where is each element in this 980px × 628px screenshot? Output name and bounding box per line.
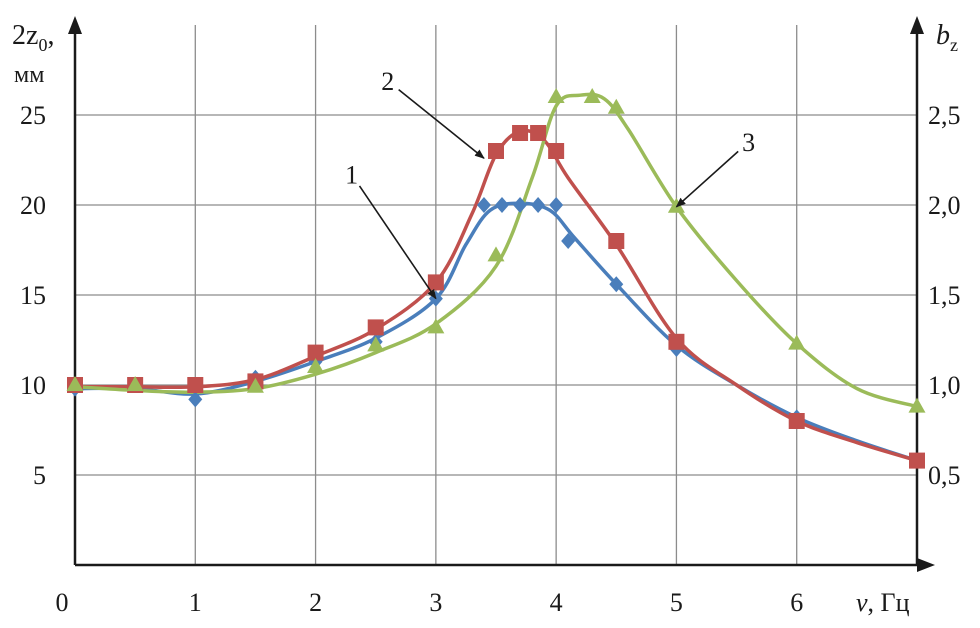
series-3-point — [788, 334, 806, 350]
series-1-point — [513, 197, 528, 213]
x-label-symbol: ν — [856, 588, 868, 617]
series-3-point — [427, 318, 445, 334]
y-left-label-main: 2z — [12, 20, 38, 51]
y-axis-right-arrow — [910, 16, 924, 34]
y-left-tick-label: 20 — [20, 191, 46, 220]
x-tick-label: 5 — [670, 588, 683, 617]
y-right-tick-label: 1,5 — [928, 281, 961, 310]
series-markers — [66, 88, 926, 469]
series-1-point — [188, 391, 203, 408]
y-right-label-sub: z — [950, 35, 958, 55]
y-left-tick-label: 10 — [20, 371, 46, 400]
y-axis-left-arrow — [68, 16, 82, 34]
grid — [75, 25, 918, 565]
series-1-point — [609, 276, 624, 293]
x-tick-label: 0 — [56, 588, 69, 617]
series-2-point — [530, 125, 547, 141]
y-right-tick-label: 1,0 — [928, 371, 961, 400]
series-2-point — [548, 143, 565, 159]
x-tick-label: 2 — [309, 588, 322, 617]
series-3-point — [487, 246, 505, 262]
series-3-point — [66, 376, 84, 391]
series-3-point — [583, 88, 601, 103]
curve-label-1: 1 — [345, 160, 358, 189]
series-1-point — [476, 197, 491, 213]
curve-label-3: 3 — [742, 128, 755, 157]
series-1-point — [561, 233, 576, 249]
x-tick-labels: 0 1 2 3 4 5 6 — [56, 588, 804, 617]
y-right-axis-label: bz — [936, 20, 958, 55]
y-left-tick-label: 5 — [33, 461, 46, 490]
y-left-axis-label: 2z0, — [12, 20, 54, 55]
y-left-axis-unit: мм — [14, 62, 44, 88]
series-3-point — [367, 336, 385, 352]
series-2-point — [488, 143, 504, 159]
y-left-label-sub: 0 — [38, 35, 47, 55]
x-axis-arrow — [917, 558, 935, 572]
x-tick-label: 1 — [189, 588, 202, 617]
y-left-tick-label: 15 — [20, 281, 46, 310]
curve-label-1-arrow — [358, 185, 437, 300]
series-3-point — [307, 358, 325, 373]
series-2-point — [909, 452, 925, 469]
series-3-point — [246, 377, 264, 393]
x-tick-label: 3 — [429, 588, 442, 617]
series-2-point — [187, 377, 204, 393]
series-3-point — [547, 88, 565, 103]
series-3-point — [126, 376, 144, 391]
x-axis-label: ν, Гц — [856, 588, 910, 617]
series-1-point — [495, 197, 510, 213]
y-right-tick-label: 2,5 — [928, 101, 961, 130]
series-1-point — [549, 197, 564, 213]
series-2-point — [668, 333, 685, 350]
series-2-point — [512, 125, 529, 141]
curve-annotations: 1 2 3 — [345, 67, 755, 300]
series-3-point — [908, 397, 926, 413]
curve-label-2: 2 — [381, 67, 394, 96]
series-2-point — [427, 274, 444, 291]
y-right-label-main: b — [936, 20, 950, 51]
y-right-tick-label: 2,0 — [928, 191, 961, 220]
series-1-point — [531, 197, 546, 213]
series-2-point — [608, 233, 625, 249]
series-2-point — [307, 344, 324, 361]
series-2-point — [367, 319, 384, 336]
series-3-point — [607, 98, 625, 114]
x-tick-label: 6 — [790, 588, 803, 617]
x-label-unit: , Гц — [868, 588, 910, 617]
y-left-label-comma: , — [47, 20, 54, 51]
y-left-tick-labels: 5 10 15 20 25 — [20, 101, 46, 490]
y-right-tick-label: 0,5 — [928, 461, 961, 490]
series-2-point — [788, 413, 805, 429]
x-tick-label: 4 — [550, 588, 563, 617]
axes — [68, 16, 935, 572]
y-right-tick-labels: 0,5 1,0 1,5 2,0 2,5 — [928, 101, 961, 490]
y-left-tick-label: 25 — [20, 101, 46, 130]
curve-label-2-arrow — [398, 88, 485, 159]
curve-label-3-arrow — [675, 150, 739, 208]
